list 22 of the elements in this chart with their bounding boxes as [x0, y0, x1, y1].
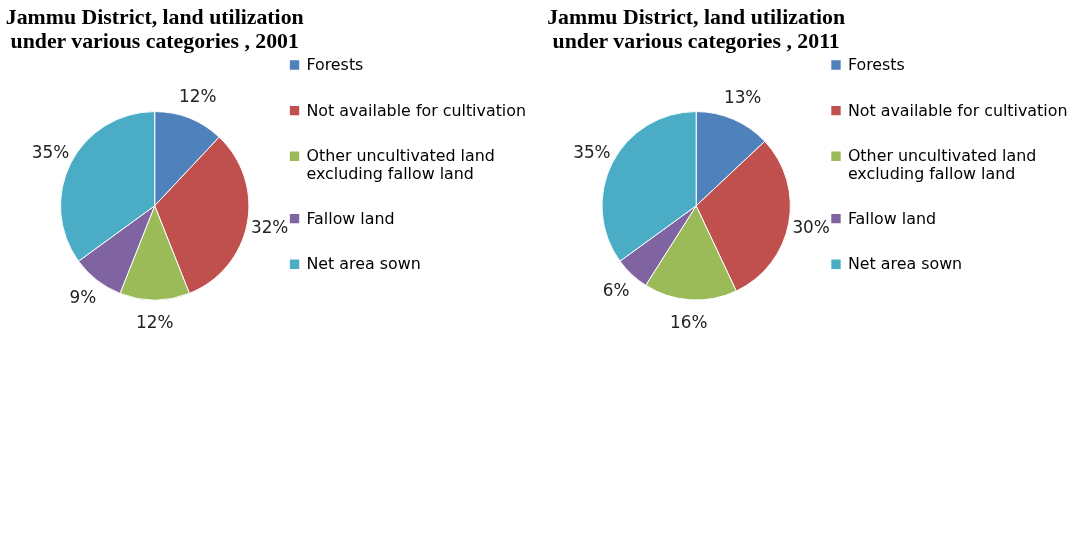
data-label: 9%	[69, 287, 97, 308]
data-label: 35%	[573, 141, 611, 162]
legend-label: Fallow land	[847, 208, 937, 228]
chart-title: Jammu District, land utilization under various categories , 2001	[5, 5, 304, 54]
legend-label: Net area sown	[847, 254, 963, 274]
legend-label: Forests	[306, 54, 364, 74]
legend-label: Net area sown	[306, 254, 421, 274]
chart-title: Jammu District, land utilization under various categories , 2011	[547, 5, 846, 54]
data-label: 6%	[602, 280, 630, 301]
data-label: 12%	[179, 85, 217, 106]
legend-label: Fallow land	[306, 208, 395, 228]
data-label: 12%	[135, 311, 174, 332]
data-label: 13%	[723, 87, 762, 108]
legend-label: Other uncultivated land excluding fallow land	[847, 146, 1037, 184]
legend-label: Not available for cultivation	[306, 100, 527, 120]
data-label: 16%	[670, 311, 708, 332]
legend-label: Forests	[847, 54, 905, 74]
data-label: 35%	[31, 141, 70, 162]
data-label: 32%	[250, 216, 289, 237]
legend-label: Not available for cultivation	[847, 100, 1068, 120]
data-label: 30%	[792, 216, 830, 237]
legend-label: Other uncultivated land excluding fallow land	[306, 146, 495, 184]
